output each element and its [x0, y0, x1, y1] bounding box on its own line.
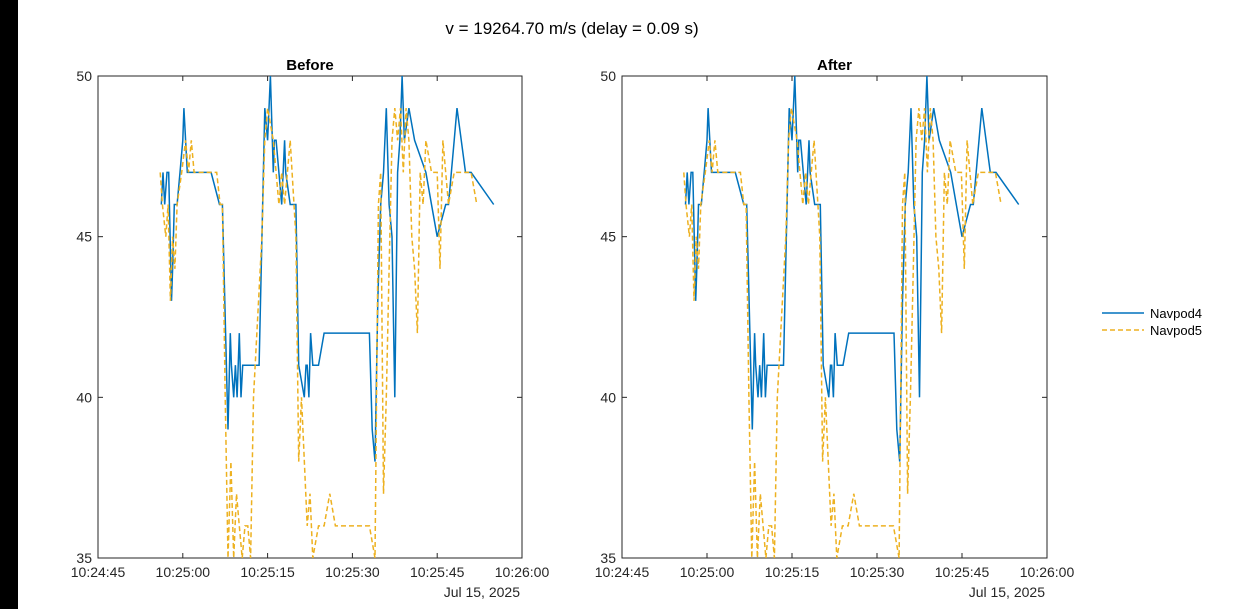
x-tick-label: 10:24:45	[595, 564, 650, 580]
x-tick-label: 10:25:00	[156, 564, 211, 580]
y-tick-label: 50	[600, 68, 616, 84]
x-tick-label: 10:25:30	[850, 564, 905, 580]
series-line-navpod5	[683, 107, 1002, 558]
y-tick-label: 35	[600, 550, 616, 566]
x-tick-label: 10:25:45	[410, 564, 465, 580]
figure-canvas: v = 19264.70 m/s (delay = 0.09 s) 35 40 45…	[71, 19, 1238, 600]
x-tick-label: 10:26:00	[495, 564, 550, 580]
legend[interactable]: Navpod4 Navpod5	[1096, 302, 1238, 344]
y-tick-label: 40	[600, 389, 616, 405]
panels: 35 40 45 50 10:24:45 10:25:00 10:25:15 10:25:30…	[71, 57, 1075, 600]
x-tick-label: 10:24:45	[71, 564, 126, 580]
x-date-label: Jul 15, 2025	[969, 584, 1045, 600]
legend-box	[1096, 302, 1238, 344]
axes-box	[97, 75, 523, 559]
legend-label-navpod5: Navpod5	[1150, 323, 1202, 338]
panel-title: Before	[286, 57, 334, 74]
x-date-label: Jul 15, 2025	[444, 584, 520, 600]
y-tick-label: 50	[76, 68, 92, 84]
x-tick-label: 10:25:30	[325, 564, 380, 580]
x-tick-label: 10:25:45	[935, 564, 990, 580]
legend-label-navpod4: Navpod4	[1150, 306, 1202, 321]
x-tick-label: 10:25:15	[765, 564, 820, 580]
x-tick-label: 10:26:00	[1020, 564, 1075, 580]
series-line-navpod4	[684, 76, 1020, 462]
figure-title: v = 19264.70 m/s (delay = 0.09 s)	[445, 19, 698, 38]
y-tick-label: 45	[600, 229, 616, 245]
y-tick-label: 45	[76, 229, 92, 245]
axes-box	[621, 75, 1048, 559]
series-line-navpod5	[159, 107, 478, 558]
panel-title: After	[817, 57, 852, 74]
y-tick-label: 35	[76, 550, 92, 566]
y-tick-label: 40	[76, 389, 92, 405]
chart-panel-before: 35 40 45 50 10:24:45 10:25:00 10:25:15 10:25:30…	[71, 57, 550, 600]
x-tick-label: 10:25:00	[680, 564, 735, 580]
x-tick-label: 10:25:15	[240, 564, 295, 580]
chart-panel-after: 35 40 45 50 10:24:45 10:25:00 10:25:15 10:25:30…	[595, 57, 1075, 600]
figure: v = 19264.70 m/s (delay = 0.09 s) 35 40 45…	[18, 0, 1238, 609]
